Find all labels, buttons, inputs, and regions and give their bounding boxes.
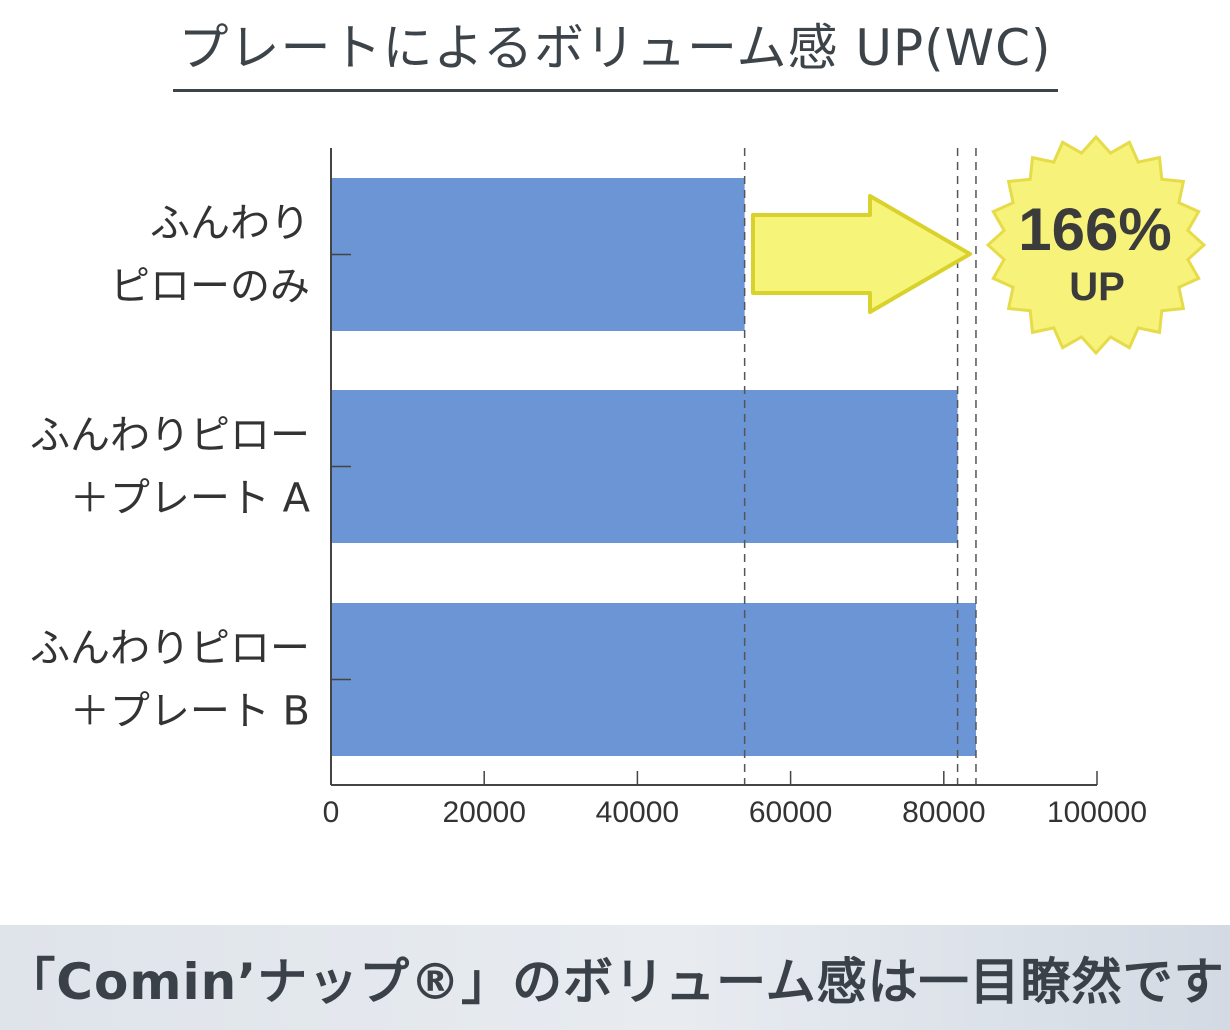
bar-chart: 0 20000 40000 60000 80000 100000 ふんわりピローのみふんわ… [30,134,1207,829]
footer-text: 「Comin’ナップ®」のボリューム感は一目瞭然です [5,952,1225,1011]
category-label-line: ふんわりピロー [30,626,310,672]
category-label-line: ピローのみ [110,264,310,310]
bar-2 [331,390,958,543]
category-label-2: ふんわりピロー ＋プレート A [30,413,311,522]
x-tick-label: 20000 [442,796,525,829]
badge-starburst [985,134,1207,356]
category-label-1: ふんわりピローのみ [110,201,310,310]
x-tick-label: 40000 [596,796,679,829]
x-tick-label: 80000 [902,796,985,829]
x-tick-label: 100000 [1047,796,1147,829]
percent-badge: 166% UP [985,134,1207,356]
category-label-line: ふんわりピロー [30,413,310,459]
x-tick-label: 0 [323,796,340,829]
title-underline [173,89,1058,92]
bar-1 [331,178,745,331]
badge-percent-text: 166% [1018,196,1171,263]
bar-3 [331,603,976,756]
category-label-line: ＋プレート A [70,476,311,522]
category-label-3: ふんわりピロー ＋プレート B [30,626,310,735]
footer-banner: 「Comin’ナップ®」のボリューム感は一目瞭然です [0,925,1230,1030]
axes-layer [330,148,1098,786]
category-label-line: ふんわり [150,201,310,247]
arrow-shape [751,194,972,314]
increase-arrow [751,194,972,314]
x-tick-labels-layer: 0 20000 40000 60000 80000 100000 [323,796,1147,829]
x-tick-label: 60000 [749,796,832,829]
badge-up-text: UP [1069,265,1125,309]
bars-layer [331,178,976,756]
category-label-line: ＋プレート B [70,689,310,735]
chart-title: プレートによるボリューム感 UP(WC) [178,19,1052,77]
